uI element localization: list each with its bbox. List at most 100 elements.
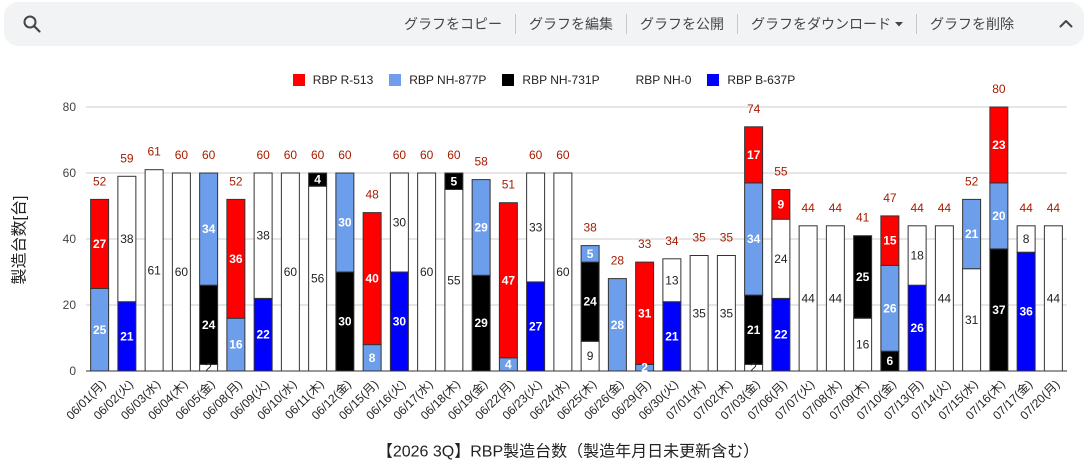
total-label: 60: [447, 148, 461, 162]
publish-chart-button[interactable]: グラフを公開: [640, 16, 724, 32]
total-label: 55: [774, 165, 788, 179]
legend-label: RBP R-513: [312, 73, 374, 87]
segment-value-label: 2: [641, 361, 648, 375]
segment-value-label: 60: [284, 265, 298, 279]
segment-value-label: 44: [938, 291, 952, 305]
legend-label: RBP B-637P: [727, 73, 796, 87]
bar-segment-rbp-nh-877p: [471, 179, 491, 276]
segment-value-label: 26: [883, 301, 897, 315]
total-label: 60: [338, 148, 352, 162]
segment-value-label: 56: [311, 272, 325, 286]
segment-value-label: 9: [778, 197, 785, 211]
segment-value-label: 2: [750, 361, 757, 375]
total-label: 41: [856, 211, 870, 225]
total-label: 34: [665, 234, 679, 248]
segment-value-label: 27: [93, 237, 107, 251]
legend-swatch: [615, 74, 628, 86]
total-label: 44: [829, 201, 843, 215]
legend-item-rbp-b-637p[interactable]: RBP B-637P: [707, 73, 795, 87]
chart-legend: RBP R-513 RBP NH-877P RBP NH-731P RBP NH…: [0, 73, 1088, 87]
total-label: 28: [611, 254, 625, 268]
total-label: 60: [556, 148, 570, 162]
delete-chart-button[interactable]: グラフを削除: [930, 16, 1014, 32]
caret-down-icon: [895, 21, 903, 26]
segment-value-label: 37: [992, 303, 1006, 317]
bar-segment-rbp-r-513: [90, 198, 110, 289]
segment-value-label: 26: [910, 321, 924, 335]
download-chart-label: グラフをダウンロード: [751, 16, 891, 32]
legend-item-rbp-nh-877p[interactable]: RBP NH-877P: [389, 73, 486, 87]
bar-segment-rbp-r-513: [226, 198, 246, 319]
bar-segment-rbp-nh-731p: [308, 172, 328, 187]
total-label: 61: [147, 145, 161, 159]
total-label: 35: [720, 231, 734, 245]
gridlines: [86, 106, 1067, 306]
segment-value-label: 5: [587, 247, 594, 261]
bar-segment-rbp-nh-877p: [199, 172, 219, 286]
x-axis-ticks: 06/01(月)06/02(火)06/03(水)06/04(木)06/05(金)…: [63, 376, 1062, 422]
total-label: 60: [420, 148, 434, 162]
total-label: 44: [910, 201, 924, 215]
segment-value-label: 22: [774, 328, 788, 342]
segment-value-label: 25: [93, 323, 107, 337]
search-icon: [23, 15, 41, 33]
segment-value-label: 23: [992, 138, 1006, 152]
segment-value-label: 33: [529, 220, 543, 234]
segment-value-label: 22: [256, 328, 270, 342]
data-labels: 2527522138596161606022434601636522238606…: [93, 82, 1060, 375]
total-label: 60: [393, 148, 407, 162]
total-label: 44: [1019, 201, 1033, 215]
segment-value-label: 34: [747, 232, 761, 246]
search-button[interactable]: [16, 8, 48, 40]
legend-label: RBP NH-877P: [409, 73, 487, 87]
segment-value-label: 44: [829, 291, 843, 305]
toolbar-divider: [626, 14, 627, 34]
legend-swatch: [707, 74, 720, 86]
total-label: 33: [638, 237, 652, 251]
legend-item-rbp-r-513[interactable]: RBP R-513: [292, 73, 374, 87]
segment-value-label: 20: [992, 209, 1006, 223]
legend-swatch: [502, 74, 515, 86]
segment-value-label: 24: [583, 295, 597, 309]
legend-label: RBP NH-0: [635, 73, 692, 87]
bar-segment-rbp-r-513: [771, 189, 791, 220]
y-axis-title: 製造台数[台]: [11, 196, 29, 285]
toolbar-divider: [916, 14, 917, 34]
segment-value-label: 30: [338, 216, 352, 230]
download-chart-button[interactable]: グラフをダウンロード: [738, 8, 916, 40]
segment-value-label: 21: [965, 227, 979, 241]
total-label: 60: [529, 148, 543, 162]
bar-segment-rbp-r-513: [498, 202, 518, 359]
chart-toolbar: グラフをコピー グラフを編集 グラフを公開 グラフをダウンロード グラフを削除: [4, 2, 1084, 46]
bar-segment-rbp-nh-877p: [962, 198, 982, 270]
total-label: 60: [284, 148, 298, 162]
segment-value-label: 15: [883, 234, 897, 248]
legend-item-rbp-nh-0[interactable]: RBP NH-0: [615, 73, 692, 87]
segment-value-label: 25: [856, 270, 870, 284]
bar-segment-rbp-r-513: [362, 212, 382, 346]
bar-segment-rbp-nh-877p: [335, 172, 355, 273]
legend-item-rbp-nh-731p[interactable]: RBP NH-731P: [502, 73, 600, 87]
bars: [90, 106, 1063, 372]
segment-value-label: 34: [202, 222, 216, 236]
segment-value-label: 8: [369, 351, 376, 365]
segment-value-label: 47: [502, 273, 516, 287]
total-label: 44: [801, 201, 815, 215]
collapse-button[interactable]: [1050, 8, 1082, 40]
edit-chart-button[interactable]: グラフを編集: [529, 16, 613, 32]
bar-segment-rbp-r-513: [635, 261, 655, 365]
segment-value-label: 17: [747, 148, 761, 162]
legend-swatch: [292, 74, 305, 86]
toolbar-divider: [515, 14, 516, 34]
bar-segment-rbp-nh-0: [1016, 225, 1036, 253]
segment-value-label: 21: [665, 329, 679, 343]
segment-value-label: 31: [965, 313, 979, 327]
total-label: 80: [992, 82, 1006, 96]
bar-segment-rbp-r-513: [880, 215, 900, 266]
x-axis-title: 【2026 3Q】RBP製造台数（製造年月日未更新含む）: [377, 443, 759, 461]
y-axis-ticks: 0 20 40 60 80: [63, 100, 77, 378]
total-label: 52: [93, 174, 107, 188]
copy-chart-button[interactable]: グラフをコピー: [404, 16, 502, 32]
bar-segment-rbp-r-513: [744, 126, 764, 184]
